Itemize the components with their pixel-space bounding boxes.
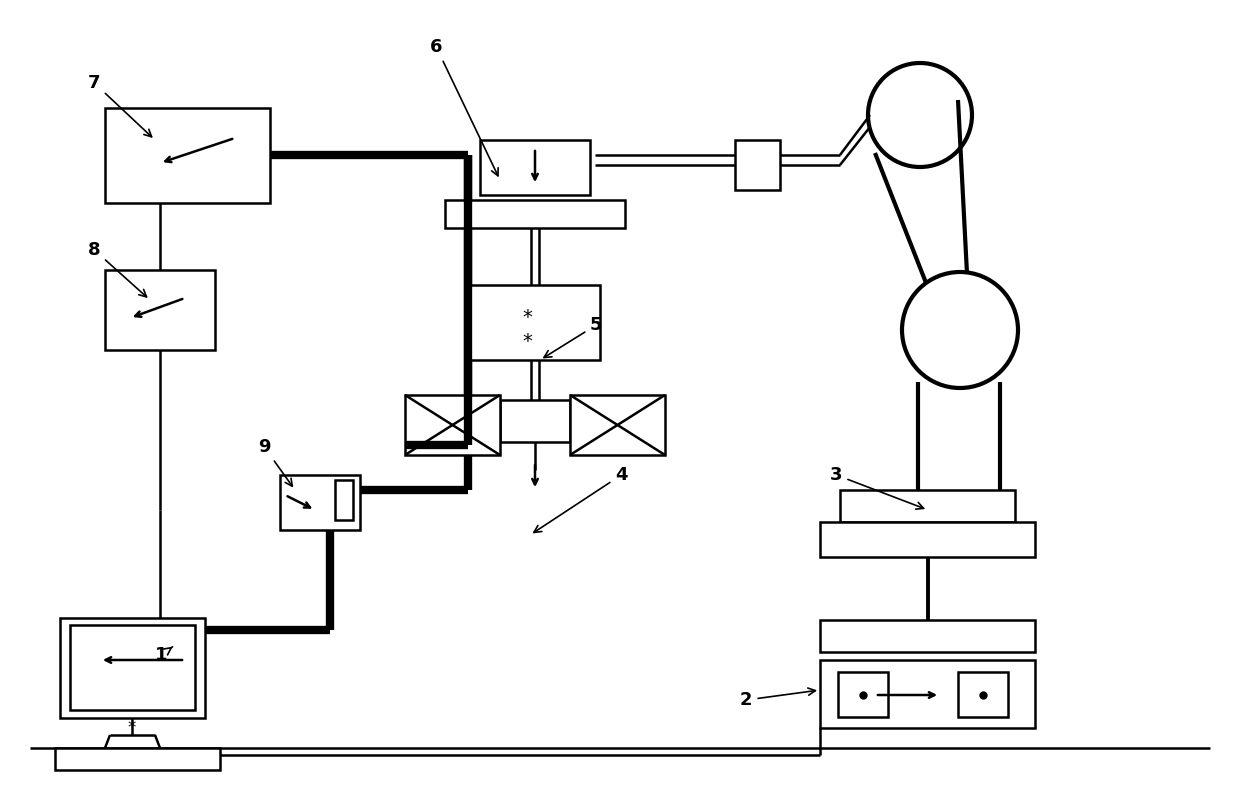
- Text: 3: 3: [830, 466, 924, 509]
- Bar: [820, 620, 1035, 652]
- Bar: [820, 522, 1035, 557]
- Text: 6: 6: [430, 38, 498, 175]
- Text: 7: 7: [88, 74, 151, 137]
- Text: 1: 1: [155, 646, 172, 664]
- Text: 2: 2: [740, 688, 816, 709]
- Circle shape: [901, 272, 1018, 388]
- Bar: [470, 285, 600, 360]
- Bar: [735, 140, 780, 190]
- Text: *: *: [522, 333, 532, 352]
- Bar: [500, 400, 570, 442]
- Bar: [820, 660, 1035, 728]
- Bar: [69, 625, 195, 710]
- Bar: [405, 395, 500, 455]
- Bar: [838, 672, 888, 717]
- Text: *: *: [522, 309, 532, 327]
- Circle shape: [868, 63, 972, 167]
- Bar: [55, 748, 219, 770]
- Bar: [959, 672, 1008, 717]
- Bar: [105, 270, 215, 350]
- Bar: [280, 475, 360, 530]
- Bar: [105, 108, 270, 203]
- Bar: [839, 490, 1016, 522]
- Text: 4: 4: [534, 466, 627, 533]
- Text: 5: 5: [544, 316, 603, 357]
- Text: *: *: [128, 719, 136, 737]
- Bar: [445, 200, 625, 228]
- Text: 9: 9: [258, 438, 293, 486]
- Bar: [60, 618, 205, 718]
- Bar: [480, 140, 590, 195]
- Bar: [570, 395, 665, 455]
- Bar: [335, 480, 353, 520]
- Text: 8: 8: [88, 241, 146, 297]
